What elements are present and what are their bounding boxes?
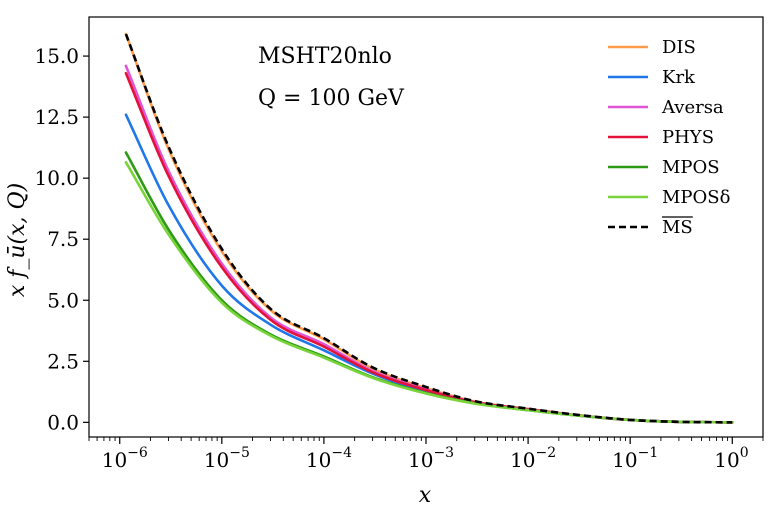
x-tick-label: 10−6 bbox=[102, 445, 148, 472]
y-tick-label: 12.5 bbox=[34, 105, 79, 129]
x-tick-label: 10−4 bbox=[306, 445, 352, 472]
y-tick-label: 5.0 bbox=[47, 288, 79, 312]
x-tick-label: 10−3 bbox=[408, 445, 454, 472]
annotation-scale: Q = 100 GeV bbox=[258, 86, 405, 111]
y-axis-label: x f_ū(x, Q) bbox=[5, 183, 30, 297]
x-tick-label: 10−2 bbox=[510, 445, 556, 472]
legend-label: MS bbox=[662, 217, 693, 238]
x-tick-label: 10−1 bbox=[612, 445, 658, 472]
legend-label: MPOS bbox=[662, 157, 720, 178]
y-tick-label: 7.5 bbox=[47, 227, 79, 251]
legend-label: PHYS bbox=[662, 127, 714, 148]
x-axis-label: x bbox=[419, 483, 432, 508]
x-tick-label: 10−5 bbox=[204, 445, 250, 472]
series-lines bbox=[124, 32, 734, 424]
y-tick-label: 0.0 bbox=[47, 410, 79, 434]
legend-label: MPOSδ bbox=[662, 187, 730, 208]
annotation-model: MSHT20nlo bbox=[258, 44, 392, 69]
y-tick-label: 2.5 bbox=[47, 349, 79, 373]
y-tick-label: 10.0 bbox=[34, 166, 79, 190]
legend-label: DIS bbox=[662, 37, 696, 58]
legend: DIS Krk Aversa PHYS MPOS MPOSδ MS bbox=[608, 37, 730, 238]
x-tick-label: 100 bbox=[714, 445, 748, 472]
axis-ticks: 0.0 2.5 5.0 7.5 10.0 12.5 15.0 10−6 10−5 10−4 10−3… bbox=[34, 44, 764, 472]
legend-label: Aversa bbox=[661, 97, 724, 118]
series-line-MS bbox=[124, 33, 733, 424]
legend-label: Krk bbox=[662, 67, 696, 88]
y-tick-label: 15.0 bbox=[34, 44, 79, 68]
plot-frame bbox=[88, 16, 764, 438]
